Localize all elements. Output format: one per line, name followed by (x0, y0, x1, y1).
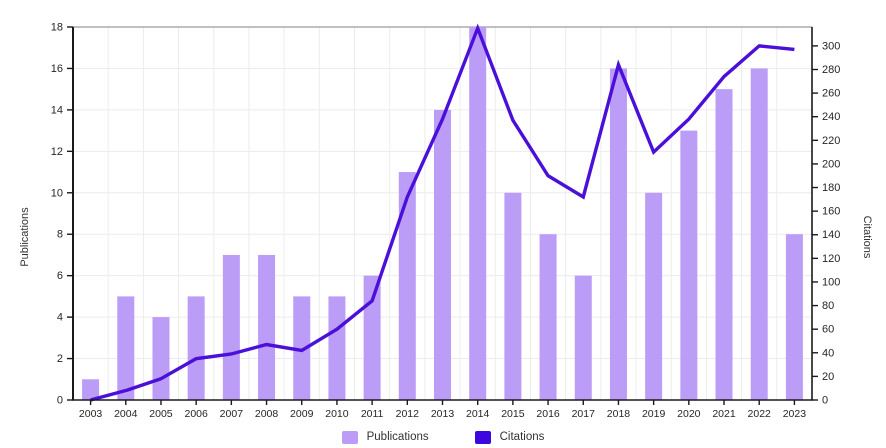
right-axis-title: Citations (861, 215, 873, 259)
publications-bar-2008 (258, 254, 276, 400)
x-tick-label: 2015 (501, 408, 525, 420)
left-tick-label: 14 (51, 104, 63, 116)
left-tick-label: 2 (57, 353, 63, 365)
left-axis-title: Publications (19, 207, 31, 267)
publications-legend-label: Publications (366, 431, 429, 443)
publications-bar-2005 (152, 317, 170, 400)
publications-bar-2017 (574, 275, 592, 400)
right-tick-label: 300 (822, 40, 840, 52)
legend-item-citations: Citations (474, 430, 545, 444)
publications-bar-2018 (609, 68, 627, 400)
publications-bar-2015 (504, 192, 522, 400)
x-tick-label: 2014 (466, 408, 490, 420)
right-tick-label: 260 (822, 88, 840, 100)
chart-legend: Publications Citations (0, 428, 886, 446)
right-tick-label: 80 (822, 300, 834, 312)
publications-bar-2020 (680, 130, 698, 400)
x-tick-label: 2019 (642, 408, 666, 420)
x-tick-label: 2017 (572, 408, 596, 420)
publications-bar-2011 (363, 275, 381, 400)
publications-bar-2022 (750, 68, 768, 400)
right-tick-label: 200 (822, 158, 840, 170)
right-tick-label: 40 (822, 347, 834, 359)
x-tick-label: 2016 (536, 408, 560, 420)
right-tick-label: 20 (822, 371, 834, 383)
publications-bar-2016 (539, 234, 557, 400)
x-tick-label: 2020 (677, 408, 701, 420)
x-tick-label: 2012 (396, 408, 420, 420)
right-tick-label: 180 (822, 182, 840, 194)
citations-line (90, 23, 795, 402)
left-tick-label: 8 (57, 229, 63, 241)
right-tick-label: 220 (822, 135, 840, 147)
left-tick-label: 12 (51, 146, 63, 158)
legend-item-publications: Publications (341, 430, 429, 444)
x-tick-label: 2008 (255, 408, 279, 420)
right-tick-label: 0 (822, 395, 828, 407)
left-tick-label: 6 (57, 270, 63, 282)
publications-bar-2004 (117, 296, 135, 400)
x-tick-label: 2018 (607, 408, 631, 420)
publications-bar-2009 (293, 296, 311, 400)
left-tick-label: 0 (57, 395, 63, 407)
publications-bar-2007 (222, 254, 240, 400)
x-tick-label: 2003 (79, 408, 103, 420)
right-tick-label: 100 (822, 276, 840, 288)
x-tick-label: 2009 (290, 408, 314, 420)
publications-bar-2013 (434, 109, 451, 400)
left-tick-label: 16 (51, 63, 63, 75)
publications-bar-2003 (82, 379, 100, 400)
citations-swatch-icon (474, 430, 491, 444)
x-tick-label: 2011 (361, 408, 384, 420)
citations-legend-label: Citations (499, 431, 545, 443)
publications-bar-2019 (645, 192, 663, 400)
right-tick-label: 60 (822, 324, 834, 336)
publications-bar-2010 (328, 296, 346, 400)
left-tick-label: 18 (51, 22, 63, 34)
x-tick-label: 2005 (149, 408, 173, 420)
x-tick-label: 2004 (114, 408, 138, 420)
publications-swatch-icon (341, 430, 358, 444)
x-tick-label: 2006 (184, 408, 208, 420)
publications-bar-2023 (785, 234, 803, 400)
x-tick-label: 2013 (431, 408, 455, 420)
publications-bar-2021 (715, 89, 733, 401)
x-tick-label: 2007 (220, 408, 244, 420)
right-tick-label: 120 (822, 253, 840, 265)
left-tick-label: 10 (51, 187, 63, 199)
right-tick-label: 140 (822, 229, 840, 241)
left-tick-label: 4 (57, 312, 63, 324)
publications-bar-2012 (398, 172, 416, 400)
x-tick-label: 2010 (325, 408, 349, 420)
x-tick-label: 2022 (748, 408, 772, 420)
publications-bar-2006 (187, 296, 205, 400)
right-tick-label: 240 (822, 111, 840, 123)
publications-bar-2014 (469, 27, 487, 400)
x-tick-label: 2023 (783, 408, 807, 420)
x-tick-label: 2021 (712, 408, 736, 420)
right-tick-label: 160 (822, 206, 840, 218)
right-tick-label: 280 (822, 64, 840, 76)
